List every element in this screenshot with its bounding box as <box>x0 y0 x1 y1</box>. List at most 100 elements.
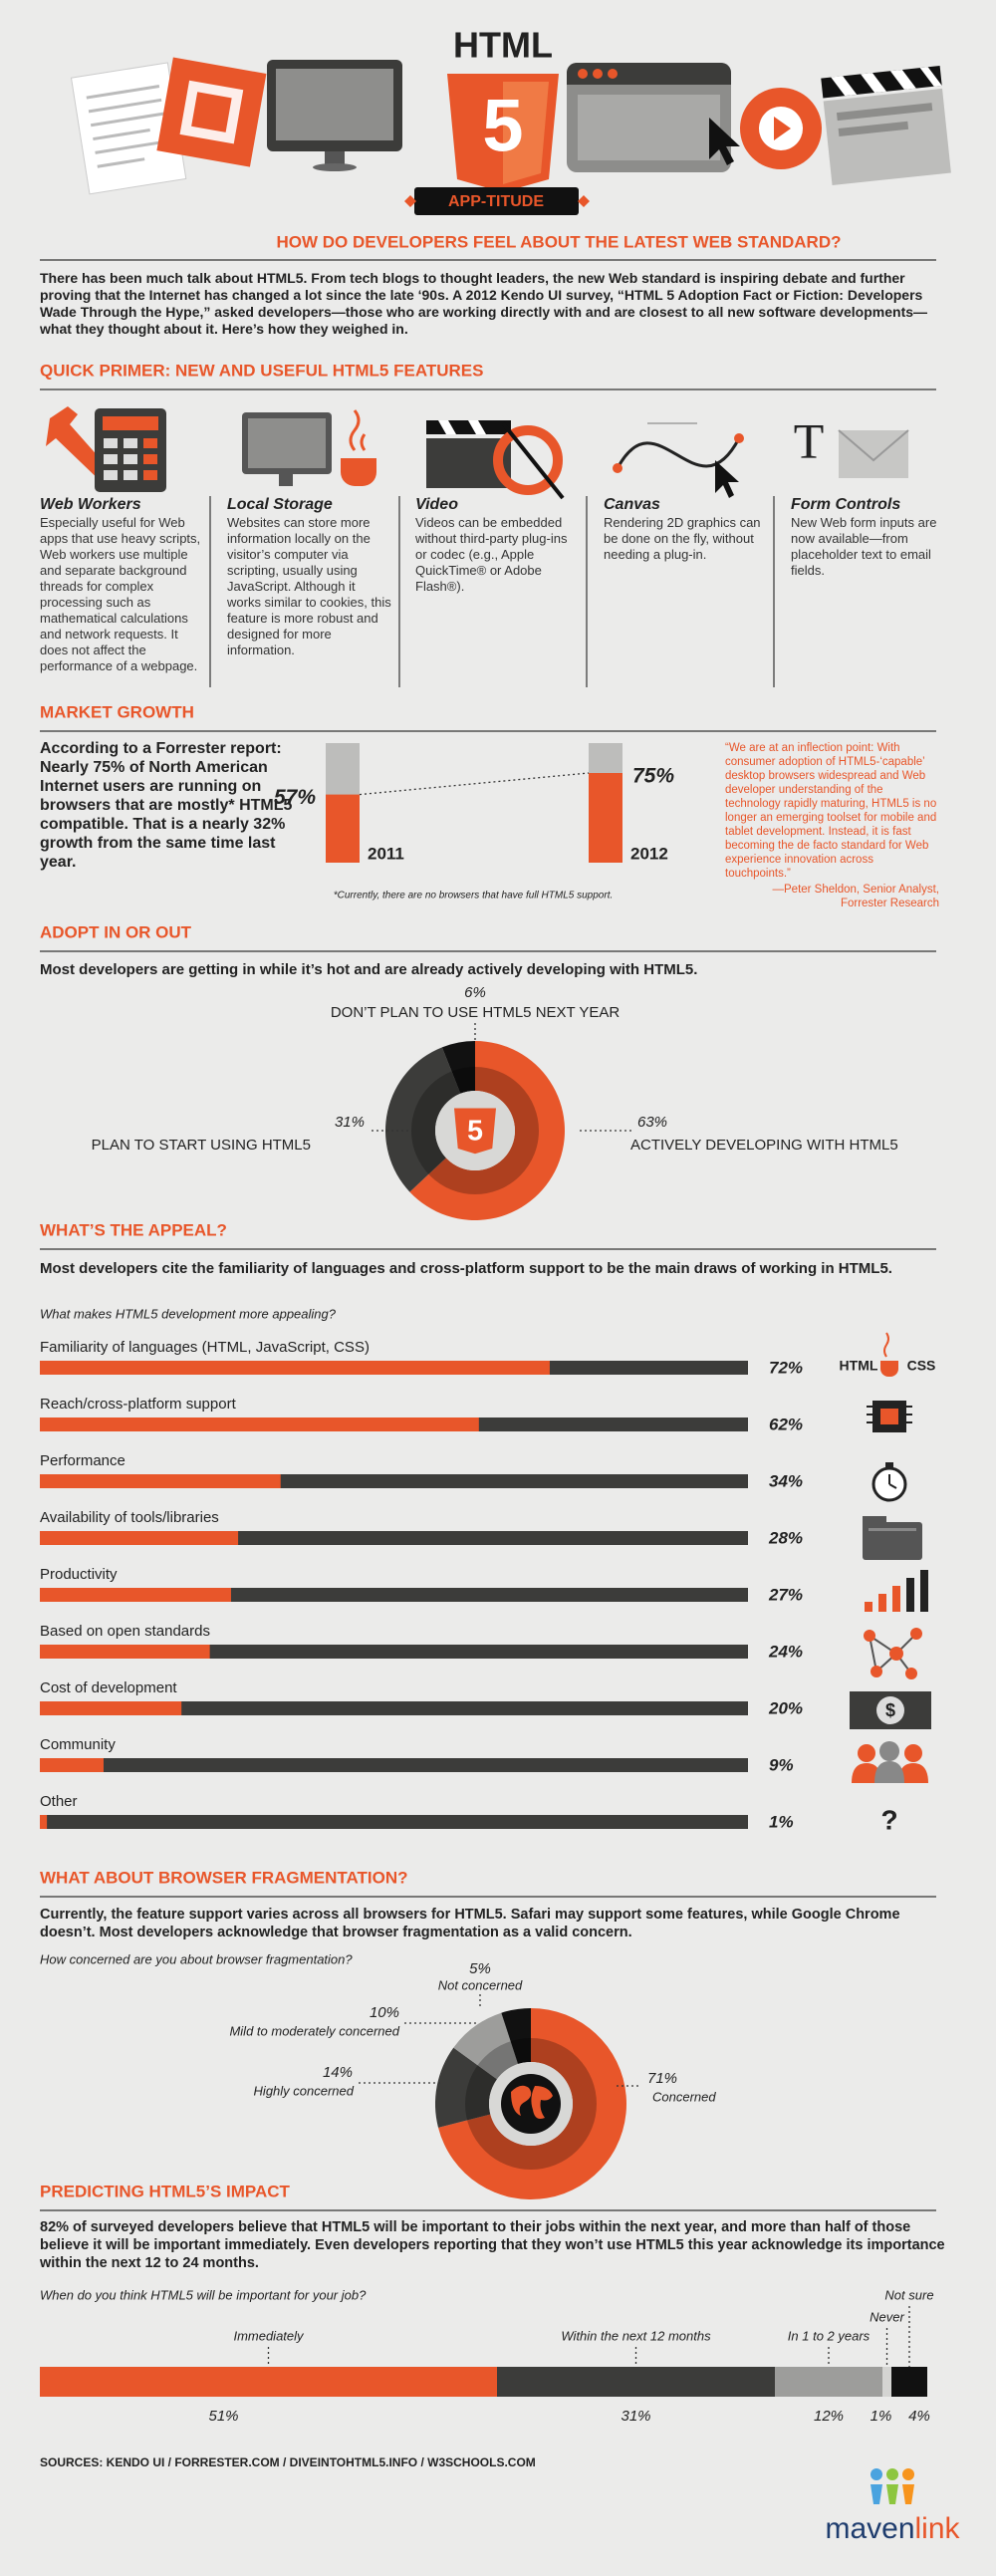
feature-text: Rendering 2D graphics can be done on the… <box>604 515 761 562</box>
primer-icons-shape <box>104 470 118 480</box>
inner-shade <box>465 2038 597 2170</box>
chart-question: What makes HTML5 development more appeal… <box>40 1306 337 1321</box>
bar <box>40 1815 48 1829</box>
primer-icons-shape <box>103 416 158 430</box>
value-label: 9% <box>769 1755 794 1774</box>
category-label: In 1 to 2 years <box>788 2328 871 2343</box>
donut-slice <box>434 2047 498 2128</box>
donut-slice <box>453 2012 519 2080</box>
appeal-icons-shape <box>920 1570 928 1612</box>
column-divider <box>209 496 775 687</box>
appeal-icons-shape <box>863 1522 922 1560</box>
appeal-icons-shape <box>885 1462 893 1467</box>
bar-segment <box>891 2367 927 2397</box>
logo-digit: 5 <box>482 85 523 167</box>
header-art-shape <box>593 69 603 79</box>
donut-slice <box>384 1047 461 1192</box>
primer-icons-shape <box>124 470 137 480</box>
primer-icons-shape <box>613 463 622 473</box>
bar-track <box>40 1758 748 1772</box>
header-art-shape-shape <box>191 92 232 132</box>
logo-mark-shape <box>871 2484 882 2504</box>
value-label: 1% <box>871 2408 892 2425</box>
appeal-icons-shape <box>880 1409 898 1424</box>
appeal-icons-shape <box>876 1696 904 1724</box>
logo-mark-shape <box>902 2484 914 2504</box>
appeal-icons-shape <box>879 1741 899 1761</box>
primer-icons-shape <box>838 429 909 462</box>
category-label: 2011 <box>368 844 404 863</box>
html5-shield <box>454 1108 496 1155</box>
value-label: 28% <box>768 1528 803 1547</box>
value-label: 63% <box>637 1114 667 1131</box>
primer-icons-shape <box>501 421 565 500</box>
primer-icons-shape <box>438 420 486 434</box>
primer-icons-shape <box>715 460 739 498</box>
header-art: 5 HTML APP-TITUDE <box>70 25 951 215</box>
primer-icons-shape <box>104 438 118 448</box>
header-art-shape <box>156 57 267 167</box>
badge: APP-TITUDE <box>448 193 544 210</box>
primer-icons-shape <box>124 438 137 448</box>
bar <box>40 1361 550 1375</box>
appeal-icons-shape <box>852 1763 928 1783</box>
header-art-shape-shape <box>90 112 164 128</box>
bar <box>589 773 622 863</box>
primer-icons-shape <box>426 420 511 434</box>
header-art-shape <box>325 151 345 165</box>
header-art-shape <box>313 163 357 171</box>
header-art-shape-shape <box>823 88 951 185</box>
header-art-shape-shape <box>836 103 933 122</box>
primer-icons-shape <box>734 433 744 443</box>
logo-part: link <box>915 2512 961 2545</box>
section-heading: ADOPT IN OR OUT <box>40 922 192 941</box>
value-label: 12% <box>814 2408 844 2425</box>
value-label: 4% <box>908 2408 930 2425</box>
bar <box>40 1645 210 1659</box>
attribution: Forrester Research <box>840 898 939 909</box>
value-label: 10% <box>370 2004 399 2021</box>
header-art-shape <box>414 187 579 215</box>
bar-segment <box>775 2367 882 2397</box>
feature-text: Websites can store more information loca… <box>227 515 391 657</box>
section-heading: PREDICTING HTML5’S IMPACT <box>40 2182 291 2200</box>
section-subtitle: Most developers are getting in while it’… <box>40 961 698 978</box>
logo-mark-shape <box>902 2468 914 2480</box>
bar-track <box>40 1815 748 1829</box>
primer-icons-shape <box>341 458 376 486</box>
section-heading: WHAT’S THE APPEAL? <box>40 1220 227 1239</box>
category-label: Community <box>40 1736 116 1753</box>
value-label: 31% <box>621 2408 650 2425</box>
category-label: ACTIVELY DEVELOPING WITH HTML5 <box>630 1137 898 1154</box>
value-label: 75% <box>632 765 674 788</box>
primer-icons-shape <box>143 470 157 480</box>
icon-text: T <box>794 412 825 468</box>
header-art-shape <box>821 66 951 185</box>
value-label: 51% <box>208 2408 238 2425</box>
appeal-icons-shape <box>871 1666 882 1677</box>
bar-track <box>40 1645 748 1659</box>
bar <box>326 794 360 863</box>
primer-icons-shape <box>279 474 293 486</box>
value-label: 20% <box>768 1698 803 1717</box>
appeal-icons-shape <box>864 1630 875 1642</box>
primer-icons-shape <box>248 418 326 468</box>
sources: SOURCES: KENDO UI / FORRESTER.COM / DIVE… <box>40 2455 536 2469</box>
bar-segment <box>497 2367 775 2397</box>
primer-icons: T <box>46 406 909 500</box>
globe-land <box>511 2085 553 2119</box>
appeal-icons-shape <box>904 1744 922 1762</box>
header-art-shape <box>578 95 720 160</box>
category-label: Other <box>40 1793 78 1810</box>
section-text: 82% of surveyed developers believe that … <box>40 2219 945 2271</box>
donut-slice <box>501 2008 531 2065</box>
primer-icons-shape <box>616 437 741 469</box>
header-art-shape-shape <box>97 157 145 168</box>
feature-title: Form Controls <box>791 496 901 513</box>
primer-icons-shape <box>143 454 157 464</box>
category-label: Familiarity of languages (HTML, JavaScri… <box>40 1339 370 1356</box>
quote-block: “We are at an inflection point: With con… <box>725 741 939 910</box>
category-label: Reach/cross-platform support <box>40 1396 237 1413</box>
